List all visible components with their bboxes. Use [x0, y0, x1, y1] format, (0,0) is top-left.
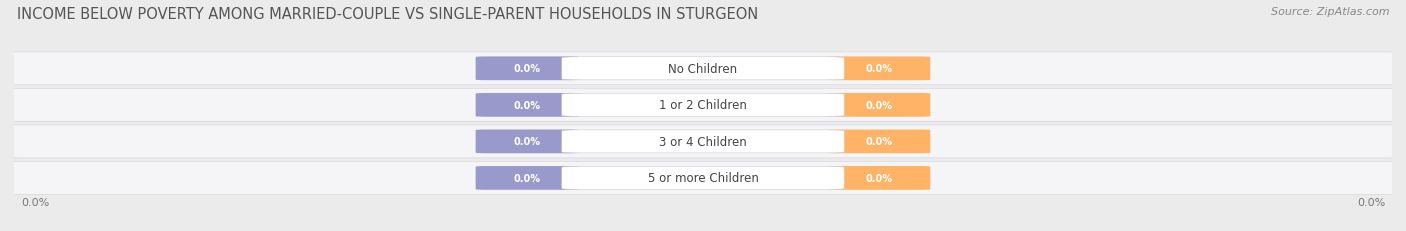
FancyBboxPatch shape [562, 94, 844, 117]
Legend: Married Couples, Single Parents: Married Couples, Single Parents [591, 227, 815, 231]
FancyBboxPatch shape [827, 57, 931, 81]
FancyBboxPatch shape [0, 125, 1406, 158]
Text: 1 or 2 Children: 1 or 2 Children [659, 99, 747, 112]
Text: 0.0%: 0.0% [865, 137, 893, 147]
Text: 0.0%: 0.0% [865, 100, 893, 110]
Text: No Children: No Children [668, 63, 738, 76]
FancyBboxPatch shape [827, 166, 931, 190]
Text: 0.0%: 0.0% [1357, 197, 1385, 207]
FancyBboxPatch shape [475, 94, 579, 117]
FancyBboxPatch shape [475, 166, 579, 190]
Text: 0.0%: 0.0% [21, 197, 49, 207]
Text: 0.0%: 0.0% [513, 100, 541, 110]
FancyBboxPatch shape [475, 57, 579, 81]
Text: Source: ZipAtlas.com: Source: ZipAtlas.com [1271, 7, 1389, 17]
FancyBboxPatch shape [562, 58, 844, 80]
FancyBboxPatch shape [827, 130, 931, 154]
FancyBboxPatch shape [562, 130, 844, 153]
Text: 0.0%: 0.0% [513, 137, 541, 147]
Text: 0.0%: 0.0% [513, 173, 541, 183]
Text: 5 or more Children: 5 or more Children [648, 172, 758, 185]
Text: 0.0%: 0.0% [865, 64, 893, 74]
FancyBboxPatch shape [0, 162, 1406, 195]
Text: 0.0%: 0.0% [865, 173, 893, 183]
FancyBboxPatch shape [0, 89, 1406, 122]
FancyBboxPatch shape [475, 130, 579, 154]
FancyBboxPatch shape [827, 94, 931, 117]
Text: 3 or 4 Children: 3 or 4 Children [659, 135, 747, 148]
Text: INCOME BELOW POVERTY AMONG MARRIED-COUPLE VS SINGLE-PARENT HOUSEHOLDS IN STURGEO: INCOME BELOW POVERTY AMONG MARRIED-COUPL… [17, 7, 758, 22]
FancyBboxPatch shape [562, 167, 844, 190]
Text: 0.0%: 0.0% [513, 64, 541, 74]
FancyBboxPatch shape [0, 53, 1406, 85]
